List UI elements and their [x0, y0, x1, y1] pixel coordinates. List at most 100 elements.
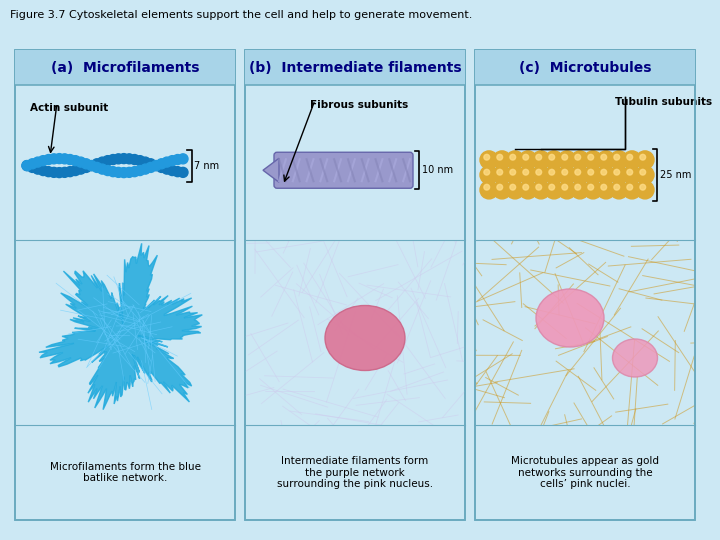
Circle shape — [523, 184, 528, 190]
Circle shape — [545, 151, 563, 169]
Circle shape — [97, 164, 107, 174]
Circle shape — [571, 166, 589, 184]
Circle shape — [506, 166, 524, 184]
Circle shape — [173, 167, 183, 177]
Circle shape — [151, 160, 161, 171]
Circle shape — [484, 154, 490, 160]
Circle shape — [506, 181, 524, 199]
Circle shape — [22, 160, 32, 171]
Circle shape — [571, 151, 589, 169]
Circle shape — [22, 160, 32, 171]
Text: Actin subunit: Actin subunit — [30, 103, 108, 113]
Circle shape — [162, 164, 172, 174]
Circle shape — [76, 164, 86, 174]
Circle shape — [549, 184, 554, 190]
Circle shape — [597, 181, 615, 199]
Circle shape — [54, 153, 64, 164]
Circle shape — [575, 154, 580, 160]
Circle shape — [497, 154, 503, 160]
Circle shape — [627, 184, 633, 190]
Circle shape — [27, 163, 37, 172]
FancyBboxPatch shape — [245, 50, 465, 520]
FancyBboxPatch shape — [245, 50, 465, 85]
Circle shape — [32, 157, 42, 167]
Text: (c)  Microtubules: (c) Microtubules — [518, 60, 652, 75]
Circle shape — [588, 184, 593, 190]
Circle shape — [627, 170, 633, 175]
Circle shape — [523, 154, 528, 160]
Circle shape — [92, 163, 102, 172]
Circle shape — [108, 154, 118, 165]
Circle shape — [54, 167, 64, 178]
Circle shape — [103, 166, 113, 176]
Circle shape — [156, 163, 166, 172]
FancyBboxPatch shape — [15, 50, 235, 85]
Circle shape — [584, 181, 602, 199]
Circle shape — [114, 154, 123, 164]
Circle shape — [65, 154, 75, 165]
Circle shape — [484, 184, 490, 190]
Circle shape — [497, 170, 503, 175]
Circle shape — [167, 166, 177, 176]
FancyBboxPatch shape — [274, 152, 413, 188]
Text: 10 nm: 10 nm — [422, 165, 453, 176]
Circle shape — [103, 156, 113, 166]
Circle shape — [623, 181, 641, 199]
Circle shape — [532, 151, 550, 169]
Circle shape — [614, 170, 620, 175]
Ellipse shape — [536, 289, 604, 347]
Text: Microfilaments form the blue
batlike network.: Microfilaments form the blue batlike net… — [50, 462, 200, 483]
Circle shape — [86, 160, 96, 171]
Text: Fibrous subunits: Fibrous subunits — [310, 100, 408, 110]
Circle shape — [584, 166, 602, 184]
Circle shape — [532, 166, 550, 184]
Circle shape — [43, 154, 53, 165]
Circle shape — [114, 167, 123, 177]
Circle shape — [162, 157, 172, 167]
Polygon shape — [39, 244, 202, 410]
Circle shape — [65, 167, 75, 177]
Circle shape — [636, 151, 654, 169]
Circle shape — [32, 164, 42, 174]
FancyBboxPatch shape — [475, 50, 695, 85]
Circle shape — [584, 151, 602, 169]
Circle shape — [575, 170, 580, 175]
Circle shape — [493, 181, 511, 199]
Circle shape — [38, 156, 48, 166]
Circle shape — [145, 163, 156, 172]
Circle shape — [523, 170, 528, 175]
Circle shape — [575, 184, 580, 190]
FancyBboxPatch shape — [15, 50, 235, 520]
Circle shape — [125, 154, 134, 164]
Circle shape — [549, 154, 554, 160]
Circle shape — [140, 157, 150, 167]
Circle shape — [145, 159, 156, 169]
Circle shape — [27, 159, 37, 169]
FancyBboxPatch shape — [15, 50, 235, 85]
Circle shape — [601, 154, 607, 160]
Circle shape — [60, 154, 70, 164]
Text: Tubulin subunits: Tubulin subunits — [615, 97, 712, 107]
Circle shape — [510, 154, 516, 160]
Circle shape — [97, 157, 107, 167]
Circle shape — [119, 167, 129, 178]
Polygon shape — [263, 158, 279, 183]
Text: 7 nm: 7 nm — [194, 160, 219, 171]
Circle shape — [610, 151, 628, 169]
Circle shape — [597, 151, 615, 169]
Circle shape — [636, 181, 654, 199]
Circle shape — [558, 151, 576, 169]
Circle shape — [510, 170, 516, 175]
Circle shape — [49, 167, 59, 177]
Circle shape — [601, 170, 607, 175]
Circle shape — [140, 164, 150, 174]
Text: Intermediate filaments form
the purple network
surrounding the pink nucleus.: Intermediate filaments form the purple n… — [277, 456, 433, 489]
Circle shape — [640, 154, 646, 160]
Circle shape — [623, 166, 641, 184]
Ellipse shape — [613, 339, 657, 377]
Circle shape — [484, 170, 490, 175]
Circle shape — [71, 156, 81, 166]
Circle shape — [81, 159, 91, 169]
Circle shape — [558, 181, 576, 199]
Circle shape — [76, 157, 86, 167]
